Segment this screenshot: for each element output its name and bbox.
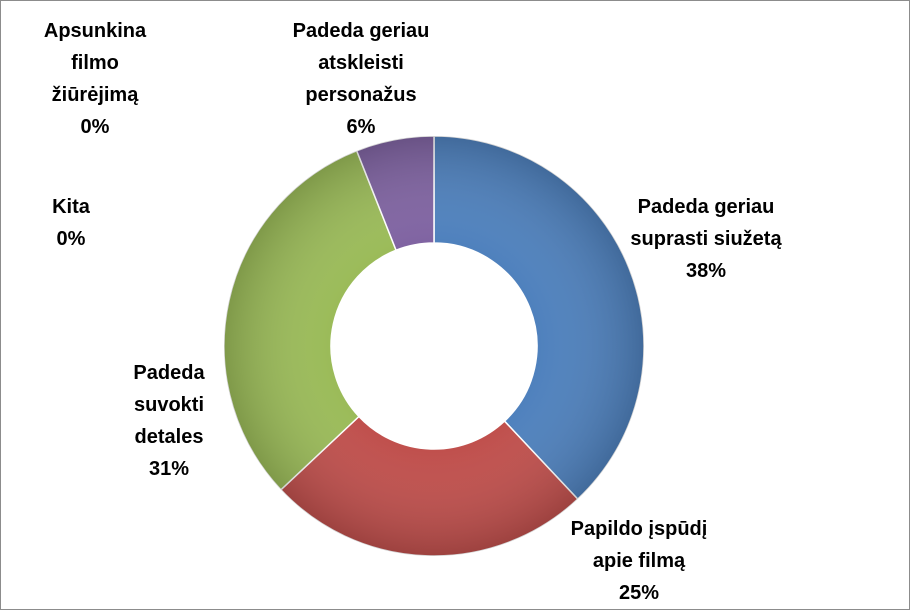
data-label: Padeda suvokti detales 31% [114, 357, 224, 485]
data-label: Apsunkina filmo žiūrėjimą 0% [30, 15, 160, 143]
category-label: Padeda suvokti detales [133, 362, 205, 448]
value-label: 31% [148, 458, 190, 480]
value-label: 38% [685, 260, 727, 282]
value-label: 0% [56, 228, 86, 250]
value-label: 0% [80, 116, 110, 138]
value-label: 6% [346, 116, 376, 138]
value-label: 25% [618, 582, 660, 604]
category-label: Kita [52, 196, 90, 218]
data-label: Kita 0% [31, 191, 111, 255]
donut-hole [331, 243, 537, 449]
category-label: Papildo įspūdį apie filmą [570, 518, 708, 572]
category-label: Padeda geriau atskleisti personažus [292, 20, 430, 106]
category-label: Padeda geriau suprasti siužetą [630, 196, 782, 250]
data-label: Papildo įspūdį apie filmą 25% [554, 513, 724, 609]
data-label: Padeda geriau suprasti siužetą 38% [616, 191, 796, 287]
category-label: Apsunkina filmo žiūrėjimą [43, 20, 147, 106]
data-label: Padeda geriau atskleisti personažus 6% [271, 15, 451, 143]
